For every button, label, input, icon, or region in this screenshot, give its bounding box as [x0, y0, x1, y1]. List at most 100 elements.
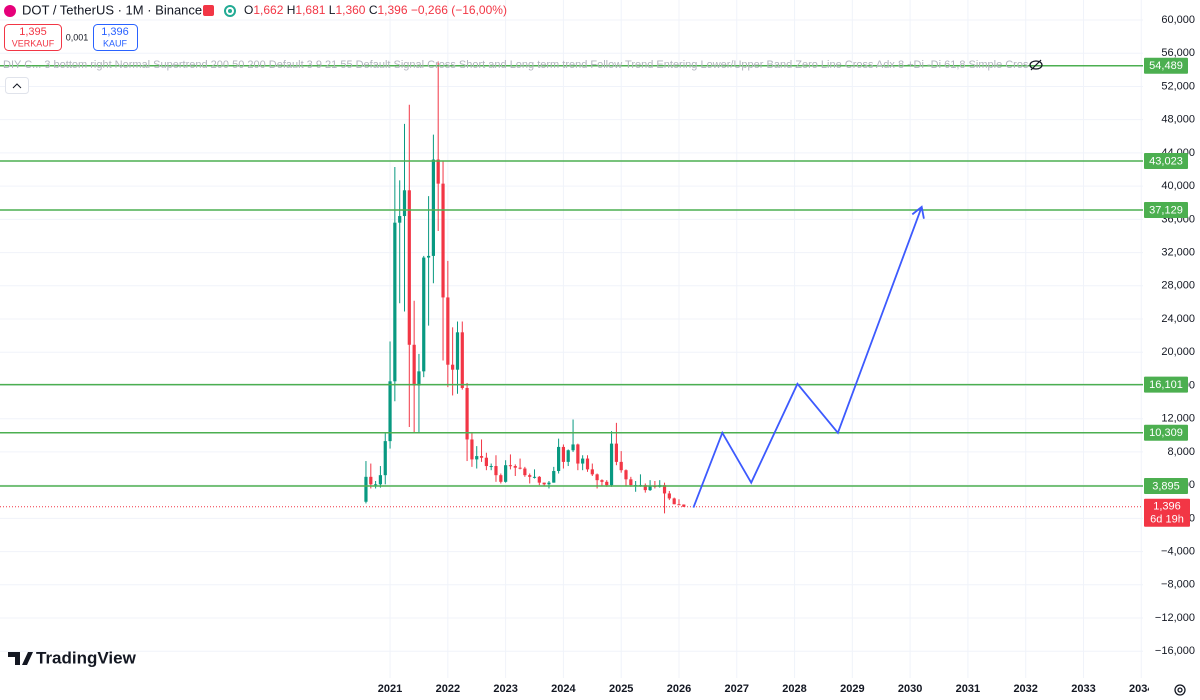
candle-body	[585, 458, 590, 470]
candle-body	[537, 476, 541, 483]
candle-body	[489, 466, 493, 468]
axes: 60,00056,00052,00048,00044,00040,00036,0…	[378, 14, 1195, 695]
candle-body	[667, 493, 671, 499]
candle-body	[609, 443, 614, 486]
sell-button[interactable]	[4, 24, 62, 51]
hide-icon[interactable]	[1029, 59, 1043, 71]
projection-arrowhead	[911, 205, 925, 219]
candle-body	[470, 439, 474, 460]
y-tick-label: 40,000	[1161, 180, 1195, 192]
candle-body	[523, 468, 527, 476]
last-price-label: 1,396	[1153, 501, 1181, 513]
level-label-bg	[1144, 57, 1188, 74]
candle-body	[369, 476, 373, 485]
candle-body	[393, 222, 397, 382]
settings-icon[interactable]	[1174, 684, 1186, 696]
collapse-icon	[12, 83, 22, 89]
ohlc-letter: H	[287, 3, 296, 17]
candle-body	[484, 457, 488, 467]
y-tick-label: 52,000	[1161, 80, 1195, 92]
candle-body	[436, 159, 440, 184]
logo-text: TradingView	[36, 648, 137, 667]
candle-body	[576, 444, 580, 464]
candle-body	[378, 475, 383, 485]
y-tick-label: 32,000	[1161, 246, 1195, 258]
x-tick-labels: 2021 2022 2023 2024 2025 2026 2027 2028 2029 2030…	[378, 683, 1149, 695]
x-tick-label: 2029	[840, 683, 864, 695]
y-tick-label: −16,000	[1155, 645, 1195, 657]
candle-body	[426, 255, 431, 258]
candle-body	[605, 481, 609, 486]
ohlc-letter: C	[369, 3, 378, 17]
candle-body	[479, 456, 484, 458]
y-tick-label: 28,000	[1161, 280, 1195, 292]
candle-body	[451, 364, 455, 370]
level-label: 43,023	[1149, 155, 1183, 167]
last-price-bg	[1144, 498, 1190, 527]
ohlc-value: 1,662	[253, 3, 283, 17]
logo-icon	[8, 652, 33, 665]
candle-body	[402, 190, 407, 217]
level-label-bg	[1144, 201, 1188, 218]
candle-body	[513, 466, 517, 468]
spread: 0,001	[66, 32, 89, 42]
symbol-title: DOT / TetherUS · 1M · Binance	[22, 2, 202, 17]
candle-body	[407, 190, 411, 345]
candle-body	[374, 484, 378, 486]
buy-price: 1,396	[101, 26, 129, 38]
sell-label: VERKAUF	[12, 38, 55, 48]
candle-body	[677, 504, 681, 506]
candle-body	[672, 498, 676, 505]
candle-body	[465, 387, 469, 440]
candle-body	[431, 159, 435, 256]
ohlc-letter: L	[329, 3, 336, 17]
flag[interactable]	[203, 5, 214, 16]
candle-body	[475, 456, 479, 460]
y-tick-label: 8,000	[1167, 446, 1195, 458]
candle-body	[504, 465, 508, 482]
collapse-button[interactable]	[5, 77, 29, 94]
candle-body	[542, 482, 546, 485]
plot-area	[0, 61, 1143, 514]
x-tick-label: 2031	[956, 683, 980, 695]
candle-body	[499, 475, 503, 482]
logo: TradingView	[8, 648, 137, 667]
x-tick-label: 2022	[436, 683, 460, 695]
candle-body	[561, 446, 566, 462]
x-tick-label: 2025	[609, 683, 633, 695]
candle-body	[682, 504, 686, 507]
level-label-bg	[1144, 153, 1188, 170]
y-tick-label: −12,000	[1155, 612, 1195, 624]
y-tick-label: 56,000	[1161, 47, 1195, 59]
candle-body	[398, 216, 402, 223]
ohlc-value: 1,681	[295, 3, 325, 17]
ohlc-letter: O	[244, 3, 253, 17]
level-label-bg	[1144, 478, 1188, 495]
candle-body	[590, 469, 594, 475]
buy-button[interactable]	[93, 24, 138, 51]
indicator-legend: DIY C... 3 bottom right Normal Supertren…	[3, 59, 1069, 71]
x-tick-label: 2023	[493, 683, 517, 695]
candle-body	[552, 471, 556, 483]
y-tick-label: 24,000	[1161, 313, 1195, 325]
level-label: 54,489	[1149, 60, 1183, 72]
x-tick-label: 2033	[1071, 683, 1095, 695]
candle-body	[643, 485, 647, 491]
candle-body	[455, 332, 460, 370]
header: DOT / TetherUS · 1M · Binance O1,662 H1,…	[3, 2, 1069, 94]
ohlc-value: 1,360	[335, 3, 365, 17]
x-tick-label: 2024	[551, 683, 576, 695]
x-tick-label: 2030	[898, 683, 922, 695]
y-tick-label: −4,000	[1161, 545, 1195, 557]
grid	[0, 0, 1143, 678]
level-label: 37,129	[1149, 204, 1183, 216]
candle-body	[648, 485, 652, 491]
candle-body	[566, 450, 570, 462]
change: −0,266 (−16,00%)	[411, 3, 507, 17]
level-label: 3,895	[1152, 480, 1180, 492]
candle-body	[528, 475, 532, 477]
candle-body	[629, 479, 633, 486]
candle-body	[518, 467, 522, 469]
